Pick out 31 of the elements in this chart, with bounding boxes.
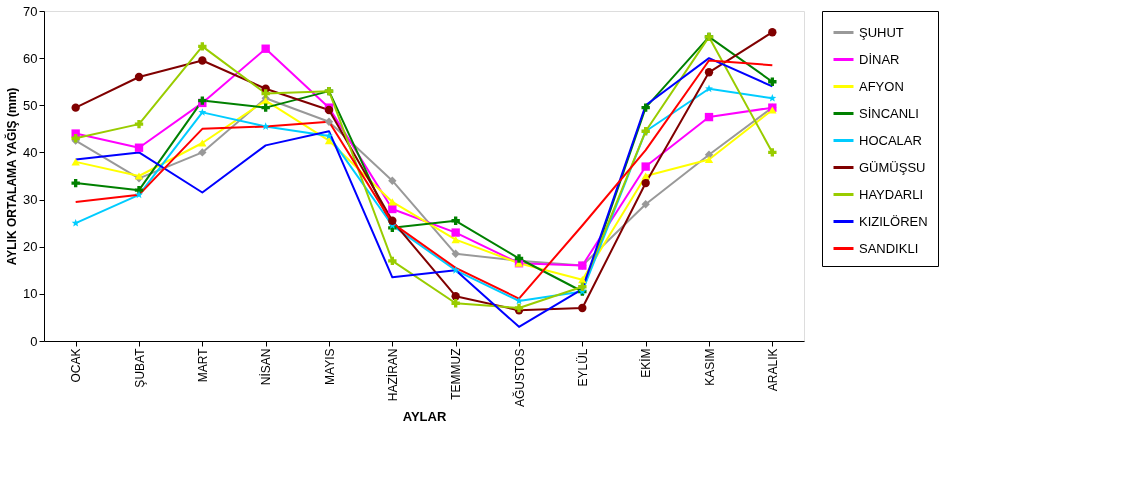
y-axis-title: AYLIK ORTALAMA YAĞIŞ (mm) [4,87,20,266]
legend-label: HOCALAR [859,132,922,148]
x-tick-label: NİSAN [259,348,274,386]
x-tick-label: MAYIS [322,348,337,385]
x-tick-label: ARALIK [765,348,780,392]
y-tick-label: 0 [30,333,38,349]
x-axis-title: AYLAR [402,408,447,424]
legend-label: ŞUHUT [859,24,904,40]
y-tick-label: 70 [23,3,38,19]
y-tick-label: 20 [23,239,38,255]
legend-label: AFYON [859,78,904,94]
x-tick-label: MART [195,347,210,383]
legend-label: HAYDARLI [859,186,924,202]
x-tick-label: HAZİRAN [385,348,400,402]
x-tick-label: AĞUSTOS [511,348,527,407]
x-tick-label: TEMMUZ [449,348,464,400]
x-tick-label: EKİM [639,348,654,378]
x-tick-label: KASIM [702,348,717,386]
legend-label: SANDIKLI [859,240,919,256]
x-tick-label: ŞUBAT [132,347,147,388]
legend-label: SİNCANLI [859,105,919,121]
x-tick-label: EYLÜL [575,348,590,387]
y-tick-label: 10 [23,286,38,302]
legend-label: DİNAR [859,51,900,67]
x-tick-label: OCAK [69,348,84,383]
y-tick-label: 30 [23,192,38,208]
y-tick-label: 50 [23,97,38,113]
legend-label: GÜMÜŞSU [859,159,926,175]
legend-label: KIZILÖREN [859,213,928,229]
y-tick-label: 40 [23,144,38,160]
y-tick-label: 60 [23,50,38,66]
